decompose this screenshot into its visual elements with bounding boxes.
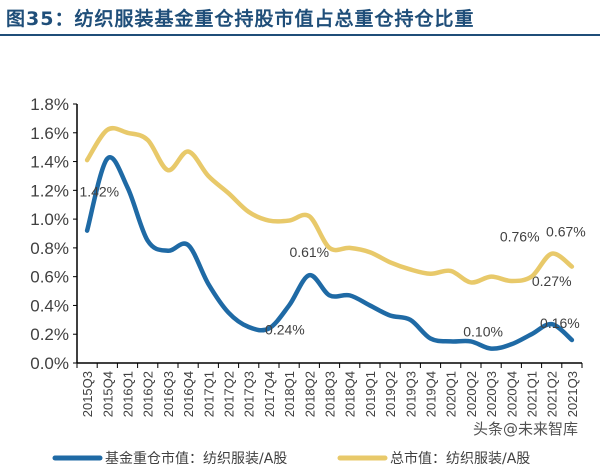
x-tick-label: 2017Q1 [201, 371, 216, 417]
series-line-1 [84, 155, 575, 351]
x-tick-label: 2019Q3 [403, 371, 418, 417]
y-tick-label: 1.4% [30, 153, 69, 172]
y-tick-label: 0.2% [30, 325, 69, 344]
x-tick-label: 2016Q4 [181, 371, 196, 417]
x-tick-label: 2016Q1 [121, 371, 136, 417]
legend-label: 基金重仓市值：纺织服装/A股 [105, 450, 287, 467]
y-tick-label: 1.2% [30, 181, 69, 200]
x-tick-label: 2019Q2 [383, 371, 398, 417]
series-line-2 [84, 125, 575, 285]
y-tick-label: 0.8% [30, 239, 69, 258]
x-tick-label: 2019Q1 [363, 371, 378, 417]
watermark: 头条@未来智库 [472, 420, 578, 438]
y-tick-label: 0.4% [30, 296, 69, 315]
x-tick-label: 2017Q3 [242, 371, 257, 417]
x-tick-label: 2018Q3 [323, 371, 338, 417]
data-label: 0.16% [540, 315, 580, 331]
x-tick-label: 2017Q4 [262, 371, 277, 417]
x-tick-label: 2015Q3 [80, 371, 95, 417]
x-tick-label: 2020Q1 [444, 371, 459, 417]
x-tick-label: 2020Q3 [484, 371, 499, 417]
y-tick-label: 0.6% [30, 268, 69, 287]
y-tick-label: 1.6% [30, 124, 69, 143]
x-tick-label: 2020Q2 [464, 371, 479, 417]
x-tick-label: 2017Q2 [222, 371, 237, 417]
x-tick-label: 2018Q1 [282, 371, 297, 417]
data-label: 0.67% [546, 224, 586, 240]
y-tick-label: 1.0% [30, 210, 69, 229]
data-label: 0.27% [532, 273, 572, 289]
data-label: 0.61% [289, 244, 329, 260]
data-label: 0.10% [463, 324, 503, 340]
x-tick-label: 2015Q4 [100, 371, 115, 417]
y-tick-label: 1.8% [30, 95, 69, 114]
x-tick-label: 2021Q1 [525, 371, 540, 417]
data-label: 0.76% [500, 229, 540, 245]
x-tick-label: 2018Q4 [343, 371, 358, 417]
x-tick-label: 2019Q4 [424, 371, 439, 417]
data-label: 0.24% [265, 321, 305, 337]
x-tick-label: 2016Q3 [161, 371, 176, 417]
chart-title: 图35：纺织服装基金重仓持股市值占总重仓持仓比重 [6, 8, 475, 30]
y-tick-label: 0.0% [30, 354, 69, 373]
x-tick-label: 2016Q2 [141, 371, 156, 417]
legend-label: 总市值：纺织服装/A股 [390, 450, 530, 467]
x-tick-label: 2018Q2 [302, 371, 317, 417]
title-divider [0, 34, 600, 36]
data-label: 1.42% [79, 184, 119, 200]
x-tick-label: 2021Q3 [565, 371, 580, 417]
x-tick-label: 2021Q2 [545, 371, 560, 417]
x-tick-label: 2020Q4 [504, 371, 519, 417]
